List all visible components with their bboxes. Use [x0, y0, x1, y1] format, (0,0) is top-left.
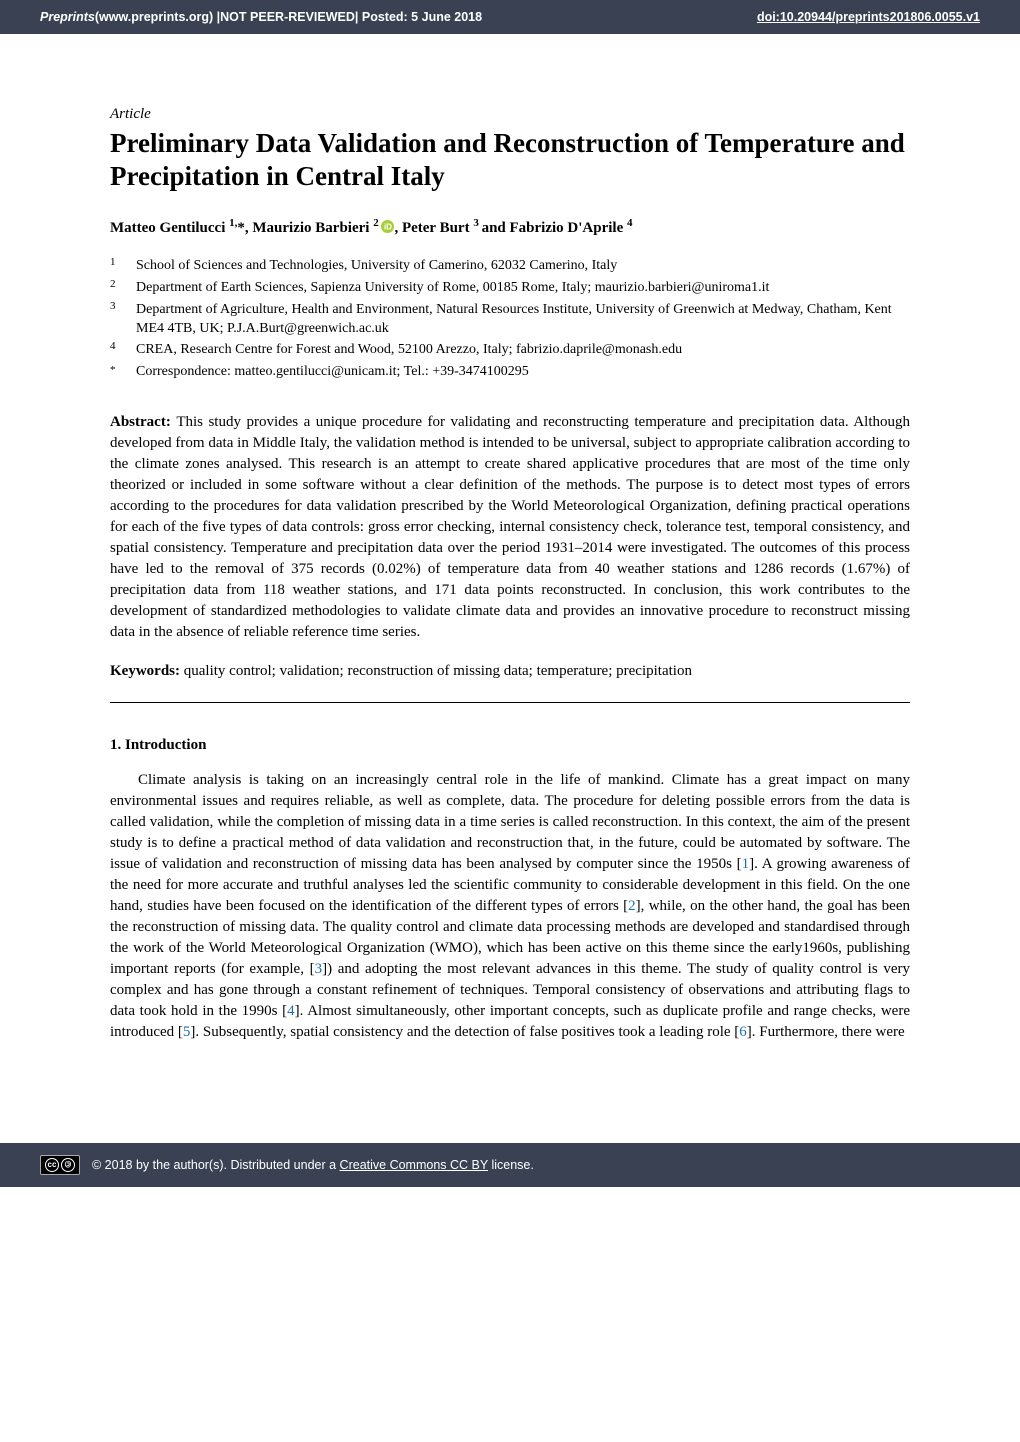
- page-content: Article Preliminary Data Validation and …: [0, 34, 1020, 1083]
- author-1: Matteo Gentilucci: [110, 220, 229, 236]
- affiliation-item: 1 School of Sciences and Technologies, U…: [110, 257, 910, 276]
- by-icon: 🄯: [61, 1158, 75, 1172]
- affiliation-item: * Correspondence: matteo.gentilucci@unic…: [110, 363, 910, 382]
- affiliation-item: 4 CREA, Research Centre for Forest and W…: [110, 341, 910, 360]
- license-link[interactable]: Creative Commons CC BY: [340, 1158, 488, 1172]
- orcid-icon[interactable]: [381, 220, 394, 233]
- copyright-prefix: © 2018 by the author(s). Distributed und…: [92, 1158, 340, 1172]
- author-4-affil: 4: [627, 217, 633, 229]
- affil-num: 4: [110, 339, 122, 358]
- citation-link[interactable]: 2: [628, 898, 636, 914]
- affil-text: School of Sciences and Technologies, Uni…: [136, 257, 910, 276]
- section-heading: 1. Introduction: [110, 735, 910, 756]
- citation-link[interactable]: 3: [315, 961, 323, 977]
- affiliation-item: 2 Department of Earth Sciences, Sapienza…: [110, 279, 910, 298]
- affil-text: Department of Earth Sciences, Sapienza U…: [136, 279, 910, 298]
- banner-posted: | Posted: 5 June 2018: [355, 10, 482, 24]
- copyright-tail: license.: [488, 1158, 534, 1172]
- affil-text: Correspondence: matteo.gentilucci@unicam…: [136, 363, 910, 382]
- author-2: Maurizio Barbieri: [252, 220, 373, 236]
- abstract-label: Abstract:: [110, 414, 176, 430]
- intro-paragraph: Climate analysis is taking on an increas…: [110, 770, 910, 1043]
- author-3-affil: 3: [473, 217, 481, 229]
- affil-num: 3: [110, 299, 122, 337]
- affiliation-list: 1 School of Sciences and Technologies, U…: [110, 257, 910, 382]
- author-4: and Fabrizio D'Aprile: [482, 220, 627, 236]
- citation-link[interactable]: 4: [287, 1003, 295, 1019]
- cc-by-icon: cc 🄯: [40, 1155, 80, 1175]
- divider: [110, 702, 910, 703]
- abstract-text: This study provides a unique procedure f…: [110, 414, 910, 640]
- license-footer: cc 🄯 © 2018 by the author(s). Distribute…: [0, 1143, 1020, 1187]
- author-3: , Peter Burt: [394, 220, 473, 236]
- keywords-label: Keywords:: [110, 663, 184, 679]
- article-type: Article: [110, 104, 910, 125]
- keywords-text: quality control; validation; reconstruct…: [184, 663, 692, 679]
- intro-text: ]. Furthermore, there were: [747, 1024, 905, 1040]
- citation-link[interactable]: 6: [739, 1024, 747, 1040]
- affil-text: CREA, Research Centre for Forest and Woo…: [136, 341, 910, 360]
- banner-site: Preprints: [40, 10, 95, 24]
- author-1-corr: *,: [237, 220, 252, 236]
- author-2-affil: 2: [373, 217, 381, 229]
- keywords: Keywords: quality control; validation; r…: [110, 661, 910, 682]
- cc-icon: cc: [45, 1158, 59, 1172]
- abstract: Abstract: This study provides a unique p…: [110, 412, 910, 643]
- affil-text: Department of Agriculture, Health and En…: [136, 301, 910, 339]
- doi-link[interactable]: doi:10.20944/preprints201806.0055.v1: [757, 10, 980, 24]
- copyright-text: © 2018 by the author(s). Distributed und…: [92, 1158, 534, 1172]
- banner-npr: NOT PEER-REVIEWED: [220, 10, 355, 24]
- banner-left: Preprints (www.preprints.org) | NOT PEER…: [40, 10, 482, 24]
- preprint-banner: Preprints (www.preprints.org) | NOT PEER…: [0, 0, 1020, 34]
- author-list: Matteo Gentilucci 1,*, Maurizio Barbieri…: [110, 216, 910, 239]
- affiliation-item: 3 Department of Agriculture, Health and …: [110, 301, 910, 339]
- banner-url: (www.preprints.org) |: [95, 10, 220, 24]
- affil-num: *: [110, 363, 122, 382]
- affil-num: 1: [110, 255, 122, 274]
- paper-title: Preliminary Data Validation and Reconstr…: [110, 127, 910, 195]
- intro-text: ]. Subsequently, spatial consistency and…: [190, 1024, 739, 1040]
- affil-num: 2: [110, 277, 122, 296]
